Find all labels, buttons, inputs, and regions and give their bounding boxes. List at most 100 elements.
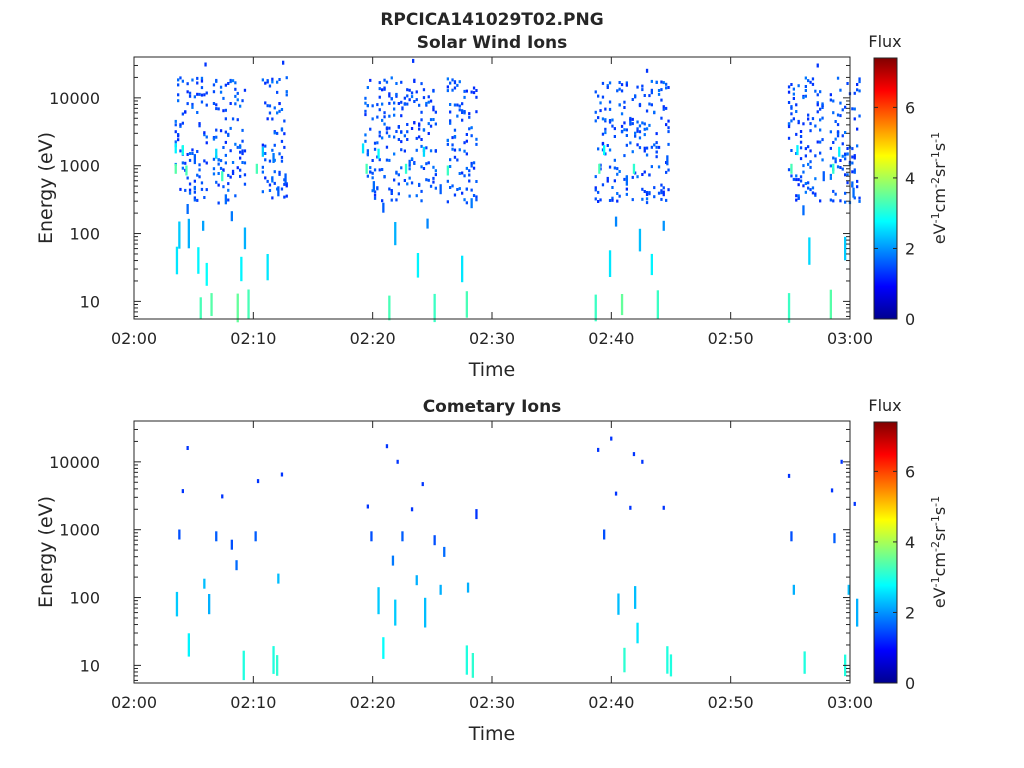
flux-cell (181, 112, 184, 116)
flux-cell (807, 113, 810, 117)
flux-cell (215, 103, 218, 107)
flux-cell (432, 165, 435, 169)
flux-cell (403, 102, 406, 106)
flux-cell (406, 88, 409, 92)
colorbar-tick-label: 2 (905, 603, 915, 622)
flux-cell (839, 88, 842, 92)
flux-cell (853, 168, 856, 172)
flux-cell (364, 113, 367, 117)
flux-cell (836, 134, 840, 138)
flux-cell (403, 179, 406, 182)
flux-cell (241, 139, 244, 143)
flux-cell (631, 122, 634, 126)
flux-cell (433, 535, 436, 546)
flux-cell (196, 173, 199, 177)
flux-cell (804, 85, 807, 88)
flux-cell (243, 182, 247, 186)
flux-cell (203, 133, 206, 137)
flux-cell (231, 161, 235, 164)
flux-cell (421, 482, 424, 487)
flux-cell (819, 151, 822, 155)
y-tick-label: 10 (80, 292, 100, 311)
flux-cell (174, 119, 177, 123)
flux-cell (472, 91, 476, 95)
flux-cell (832, 189, 835, 193)
flux-cell (608, 119, 612, 122)
flux-cell (381, 168, 384, 171)
flux-cell (844, 200, 847, 204)
flux-cell (372, 181, 375, 192)
flux-cell (667, 126, 670, 130)
flux-cell (844, 236, 847, 261)
flux-cell (434, 122, 437, 126)
flux-cell (836, 130, 840, 134)
flux-cell (597, 94, 600, 98)
flux-cell (790, 83, 793, 86)
flux-cell (471, 653, 474, 678)
flux-cell (242, 650, 245, 681)
flux-cell (193, 198, 196, 202)
flux-cell (832, 199, 835, 203)
flux-cell (439, 184, 442, 195)
flux-cell (653, 143, 656, 147)
flux-cell (625, 187, 628, 191)
flux-cell (795, 103, 798, 107)
flux-cell (366, 104, 369, 108)
flux-cell (616, 192, 619, 195)
flux-cell (618, 87, 621, 91)
flux-cell (273, 158, 276, 162)
flux-cell (446, 200, 449, 204)
flux-cell (599, 101, 602, 105)
flux-cell (616, 172, 619, 176)
flux-cell (382, 637, 385, 659)
flux-cell (466, 582, 470, 593)
flux-cell (660, 88, 663, 92)
colorbar-gradient (873, 421, 898, 684)
flux-cell (465, 166, 468, 170)
flux-cell (620, 89, 624, 93)
flux-cell (858, 80, 861, 84)
flux-cell (650, 253, 653, 276)
flux-cell (212, 102, 216, 105)
flux-cell (594, 186, 597, 190)
flux-cell (381, 118, 384, 122)
flux-cell (655, 81, 658, 84)
flux-cell (181, 121, 184, 125)
flux-cell (456, 103, 459, 107)
flux-cell (224, 194, 227, 205)
flux-cell (795, 174, 798, 178)
flux-cell (841, 142, 844, 146)
flux-cell (420, 144, 423, 148)
flux-cell (179, 187, 182, 191)
flux-cell (451, 88, 454, 92)
flux-cell (650, 103, 653, 107)
flux-cell (406, 123, 409, 126)
flux-cell (856, 127, 859, 131)
flux-cell (413, 121, 416, 125)
flux-cell (429, 118, 433, 122)
flux-cell (261, 170, 264, 174)
flux-cell (179, 124, 182, 128)
flux-cell (792, 87, 795, 91)
flux-cell (625, 83, 628, 87)
flux-cell (851, 107, 854, 111)
flux-cell (376, 103, 379, 107)
flux-cell (809, 160, 812, 164)
flux-cell (449, 119, 452, 123)
flux-cell (787, 473, 791, 478)
flux-cell (841, 167, 844, 171)
flux-cell (601, 95, 605, 99)
flux-cell (203, 196, 206, 199)
flux-cell (665, 123, 668, 127)
flux-cell (461, 109, 464, 113)
flux-cell (636, 129, 639, 133)
flux-cell (665, 86, 668, 90)
flux-cell (191, 152, 194, 155)
flux-cell (665, 198, 668, 202)
flux-cell (376, 155, 379, 159)
flux-cell (599, 167, 602, 171)
flux-cell (175, 246, 179, 275)
flux-cell (184, 188, 187, 192)
flux-cell (224, 153, 227, 157)
flux-cell (802, 205, 805, 216)
